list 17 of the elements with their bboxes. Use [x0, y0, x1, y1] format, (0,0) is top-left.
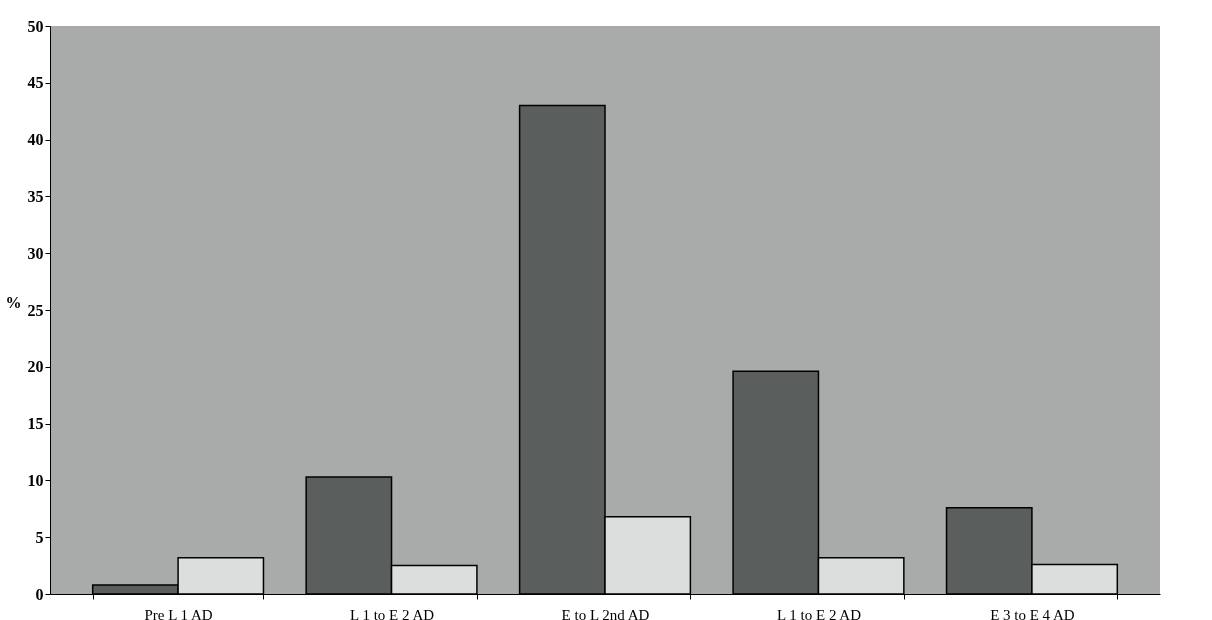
- y-tick-label: 35: [27, 187, 44, 205]
- y-axis-title: %: [5, 293, 22, 311]
- y-tick-label: 50: [27, 17, 44, 35]
- y-tick-label: 30: [27, 244, 44, 262]
- x-tick-label: Pre L 1 AD: [144, 606, 213, 620]
- y-tick-label: 10: [27, 471, 44, 489]
- y-tick-label: 20: [27, 358, 44, 376]
- y-tick-label: 40: [27, 131, 44, 149]
- x-tick-label: L 1 to E 2 AD: [776, 606, 862, 620]
- x-tick-label: E to L 2nd AD: [561, 606, 650, 620]
- y-tick-label: 5: [35, 528, 44, 546]
- y-tick-label: 15: [27, 415, 44, 433]
- x-tick-label: L 1 to E 2 AD: [350, 606, 435, 620]
- x-tick-label: E 3 to E 4 AD: [990, 606, 1075, 620]
- y-tick-label: 0: [35, 585, 44, 603]
- y-tick-label: 45: [27, 74, 44, 92]
- y-tick-label: 25: [27, 301, 44, 319]
